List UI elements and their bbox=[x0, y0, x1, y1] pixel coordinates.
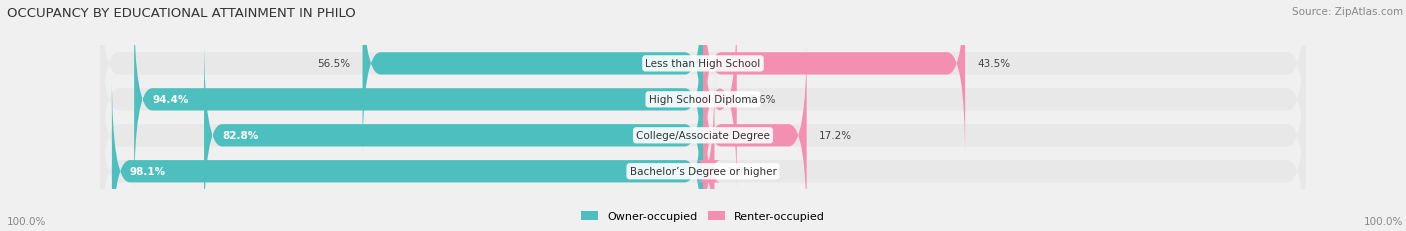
FancyBboxPatch shape bbox=[703, 40, 807, 231]
Text: 82.8%: 82.8% bbox=[222, 131, 259, 141]
Text: High School Diploma: High School Diploma bbox=[648, 95, 758, 105]
Text: 43.5%: 43.5% bbox=[977, 59, 1011, 69]
Text: Bachelor’s Degree or higher: Bachelor’s Degree or higher bbox=[630, 167, 776, 176]
Text: 98.1%: 98.1% bbox=[129, 167, 166, 176]
Text: 94.4%: 94.4% bbox=[152, 95, 188, 105]
Text: Less than High School: Less than High School bbox=[645, 59, 761, 69]
FancyBboxPatch shape bbox=[703, 0, 965, 160]
FancyBboxPatch shape bbox=[100, 40, 1306, 231]
FancyBboxPatch shape bbox=[100, 0, 1306, 160]
FancyBboxPatch shape bbox=[696, 75, 721, 231]
FancyBboxPatch shape bbox=[100, 4, 1306, 196]
Text: College/Associate Degree: College/Associate Degree bbox=[636, 131, 770, 141]
Text: 100.0%: 100.0% bbox=[7, 216, 46, 226]
Text: 56.5%: 56.5% bbox=[318, 59, 350, 69]
Legend: Owner-occupied, Renter-occupied: Owner-occupied, Renter-occupied bbox=[576, 206, 830, 225]
FancyBboxPatch shape bbox=[703, 4, 737, 196]
Text: 100.0%: 100.0% bbox=[1364, 216, 1403, 226]
FancyBboxPatch shape bbox=[112, 75, 703, 231]
Text: 5.6%: 5.6% bbox=[749, 95, 775, 105]
FancyBboxPatch shape bbox=[100, 75, 1306, 231]
FancyBboxPatch shape bbox=[204, 40, 703, 231]
Text: 1.9%: 1.9% bbox=[727, 167, 754, 176]
FancyBboxPatch shape bbox=[134, 4, 703, 196]
FancyBboxPatch shape bbox=[363, 0, 703, 160]
Text: OCCUPANCY BY EDUCATIONAL ATTAINMENT IN PHILO: OCCUPANCY BY EDUCATIONAL ATTAINMENT IN P… bbox=[7, 7, 356, 20]
Text: 17.2%: 17.2% bbox=[818, 131, 852, 141]
Text: Source: ZipAtlas.com: Source: ZipAtlas.com bbox=[1292, 7, 1403, 17]
